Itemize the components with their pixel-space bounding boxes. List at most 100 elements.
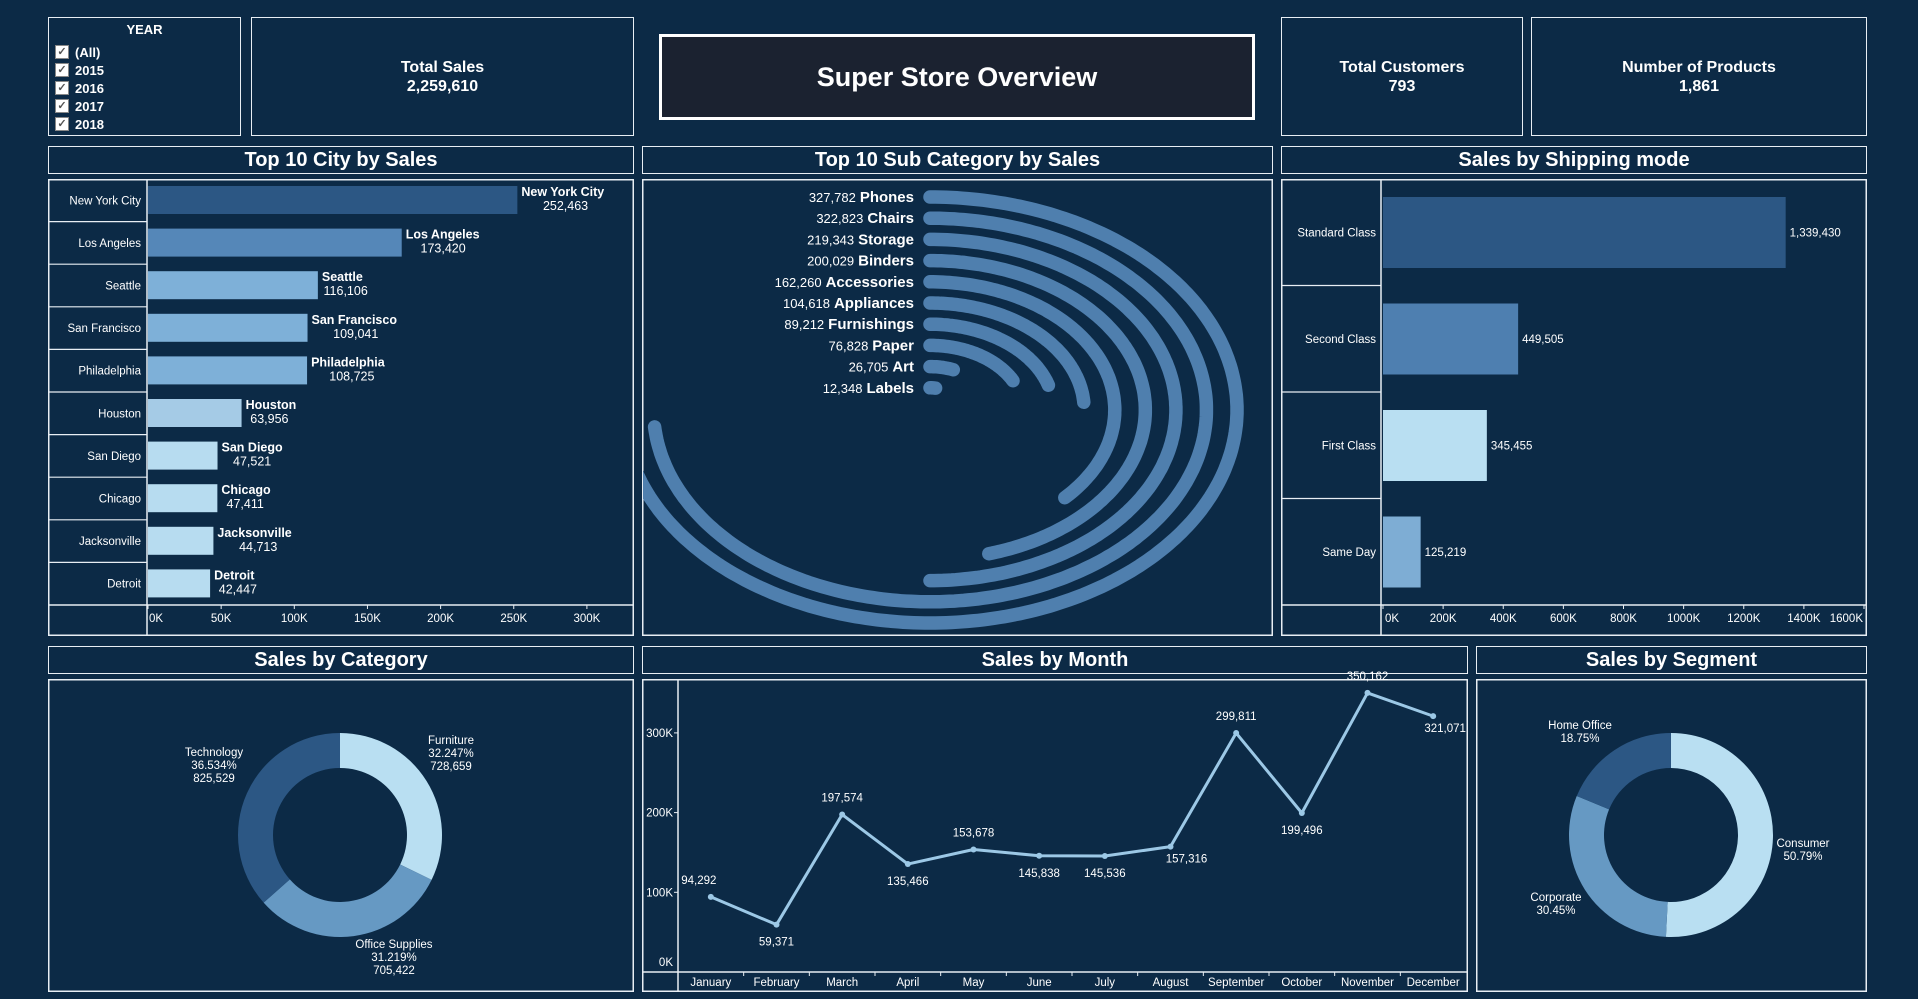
year-option[interactable]: ✓ 2017 — [55, 97, 240, 115]
category-slice-percent: 31.219% — [371, 952, 416, 964]
shipping-axis-label: First Class — [1322, 440, 1377, 452]
subcategory-label: 12,348 Labels — [823, 380, 914, 397]
month-x-tick-label: March — [826, 977, 858, 989]
subcategory-arcs — [643, 190, 1244, 630]
checkbox-icon[interactable]: ✓ — [55, 117, 69, 131]
month-data-point — [1233, 730, 1240, 737]
month-data-label: 197,574 — [821, 793, 863, 805]
subcategory-label: 26,705 Art — [849, 359, 914, 376]
checkbox-icon[interactable]: ✓ — [55, 99, 69, 113]
subcategory-panel — [642, 179, 1273, 636]
category-slice-percent: 36.534% — [191, 760, 236, 772]
shipping-bar-value-label: 125,219 — [1425, 547, 1467, 559]
shipping-bar-value-label: 449,505 — [1522, 334, 1564, 346]
segment-slice — [1665, 733, 1773, 937]
city-bar-name-label: San Diego — [222, 441, 283, 455]
subcategory-arc — [923, 232, 1183, 588]
year-option-label: 2015 — [75, 62, 104, 78]
shipping-tick-label: 200K — [1430, 613, 1457, 625]
shipping-bar-value-label: 1,339,430 — [1790, 227, 1841, 239]
kpi-total-sales: Total Sales 2,259,610 — [251, 17, 634, 136]
shipping-tick-label: 1600K — [1830, 613, 1864, 625]
city-bar — [148, 399, 242, 427]
month-panel-title: Sales by Month — [642, 646, 1468, 674]
city-bar — [148, 484, 218, 513]
city-bar — [148, 569, 211, 598]
year-option[interactable]: ✓ 2015 — [55, 61, 240, 79]
city-axis-label: San Diego — [87, 451, 141, 463]
city-bar-value-label: 109,041 — [333, 327, 378, 341]
city-axis-label: San Francisco — [67, 323, 141, 335]
shipping-axis-label: Second Class — [1305, 334, 1376, 346]
month-x-tick-label: November — [1341, 977, 1394, 989]
month-data-label: 145,838 — [1018, 868, 1060, 880]
month-x-tick-label: October — [1281, 977, 1322, 989]
year-option[interactable]: ✓ (All) — [55, 43, 240, 61]
subcategory-label: 104,618 Appliances — [783, 295, 914, 312]
city-axis-label: New York City — [69, 195, 141, 207]
month-x-tick-label: January — [690, 977, 731, 989]
shipping-tick-label: 1400K — [1787, 613, 1821, 625]
shipping-tick-label: 800K — [1610, 613, 1637, 625]
year-option-label: 2017 — [75, 98, 104, 114]
month-y-tick-label: 200K — [646, 808, 673, 820]
segment-slice-label: Corporate — [1530, 892, 1581, 904]
city-bar — [148, 356, 308, 385]
shipping-axis-label: Standard Class — [1297, 227, 1376, 239]
subcategory-arc — [923, 275, 1122, 505]
month-data-label: 299,811 — [1216, 711, 1257, 723]
city-bar — [148, 441, 218, 470]
checkbox-icon[interactable]: ✓ — [55, 63, 69, 77]
year-option[interactable]: ✓ 2018 — [55, 115, 240, 133]
month-data-point — [1036, 852, 1043, 859]
city-tick-label: 300K — [573, 613, 600, 625]
month-panel — [642, 679, 1468, 992]
city-axis-label: Chicago — [99, 494, 141, 506]
month-data-label: 321,071 — [1424, 723, 1466, 735]
city-bar-name-label: Detroit — [214, 568, 255, 582]
subcategory-value-label: 219,343 — [807, 232, 854, 247]
subcategory-value-label: 200,029 — [807, 254, 854, 269]
subcategory-arc — [923, 338, 1020, 388]
city-bar-name-label: New York City — [521, 185, 604, 199]
month-data-label: 350,162 — [1347, 671, 1389, 683]
category-slice — [237, 733, 340, 903]
shipping-bar — [1383, 410, 1487, 481]
city-bar-value-label: 173,420 — [421, 242, 466, 256]
checkbox-icon[interactable]: ✓ — [55, 45, 69, 59]
kpi-number-of-products: Number of Products 1,861 — [1531, 17, 1867, 136]
kpi-total-customers: Total Customers 793 — [1281, 17, 1523, 136]
city-axis-label: Jacksonville — [79, 536, 141, 548]
month-data-label: 153,678 — [953, 828, 995, 840]
month-x-tick-label: May — [963, 977, 985, 989]
subcategory-value-label: 89,212 — [784, 317, 824, 332]
city-axis-label: Houston — [98, 408, 141, 420]
year-option[interactable]: ✓ 2016 — [55, 79, 240, 97]
month-data-point — [904, 861, 911, 868]
shipping-tick-label: 1000K — [1667, 613, 1701, 625]
year-filter-title: YEAR — [126, 22, 163, 37]
kpi-total-customers-label: Total Customers — [1339, 58, 1465, 76]
subcategory-value-label: 76,828 — [829, 338, 869, 353]
segment-panel-title: Sales by Segment — [1476, 646, 1867, 674]
checkbox-icon[interactable]: ✓ — [55, 81, 69, 95]
subcategory-value-label: 12,348 — [823, 381, 863, 396]
subcategory-arc — [923, 359, 961, 377]
kpi-total-sales-label: Total Sales — [400, 58, 485, 76]
kpi-number-of-products-label: Number of Products — [1622, 58, 1776, 76]
month-y-tick-label: 0K — [659, 957, 673, 969]
segment-slice-percent: 50.79% — [1783, 851, 1822, 863]
category-slice-percent: 32.247% — [428, 748, 473, 760]
subcategory-label: 219,343 Storage — [807, 231, 914, 248]
city-bar-name-label: Chicago — [221, 483, 271, 497]
segment-slice — [1568, 796, 1668, 937]
year-filter-list: ✓ (All) ✓ 2015 ✓ 2016 ✓ 2017 ✓ 2018 — [55, 43, 240, 133]
subcategory-name-label: Paper — [872, 337, 914, 354]
city-bar-value-label: 44,713 — [239, 540, 277, 554]
month-sales-line — [710, 691, 1434, 927]
kpi-total-customers-value: 793 — [1388, 77, 1416, 95]
city-bar — [148, 186, 518, 214]
month-data-point — [839, 811, 846, 818]
subcategory-label: 200,029 Binders — [807, 253, 914, 270]
month-data-label: 199,496 — [1281, 825, 1323, 837]
